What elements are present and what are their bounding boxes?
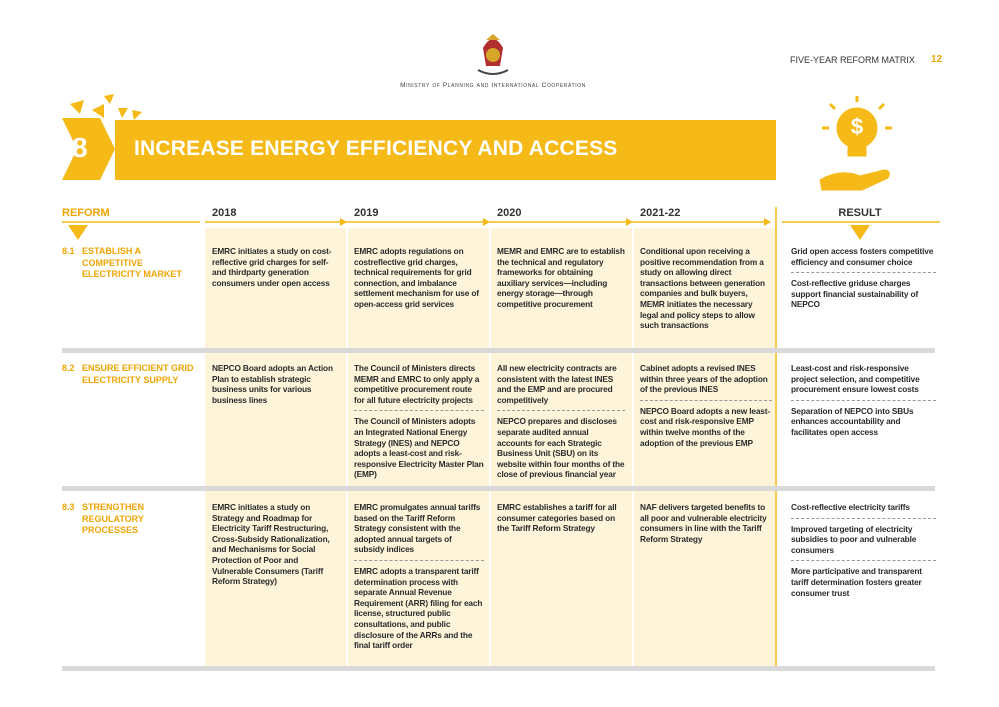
- bulb-icon: $: [819, 96, 892, 191]
- cell-text: The Council of Ministers directs MEMR an…: [354, 363, 480, 405]
- result-text: Least-cost and risk-responsive project s…: [791, 363, 920, 395]
- result-text: Improved targeting of electricity subsid…: [791, 517, 936, 556]
- cell-text: EMRC establishes a tariff for all consum…: [497, 502, 617, 534]
- cell: EMRC establishes a tariff for all consum…: [497, 502, 625, 534]
- page-number: 12: [931, 54, 943, 65]
- year-header: 2018: [212, 207, 237, 219]
- row-label: ENSURE EFFICIENT GRID ELECTRICITY SUPPLY: [82, 363, 194, 385]
- row-id: 8.2: [62, 363, 75, 373]
- cell-text: NEPCO Board adopts a new least-cost and …: [640, 399, 772, 448]
- result-header: RESULT: [838, 207, 882, 219]
- cell: EMRC initiates a study on Strategy and R…: [212, 502, 340, 587]
- cell-text: EMRC initiates a study on Strategy and R…: [212, 502, 330, 587]
- crest: [477, 34, 509, 75]
- result-cell: Grid open access fosters competitive eff…: [791, 246, 936, 310]
- reform-header: REFORM: [62, 207, 110, 219]
- row-label: ESTABLISH A COMPETITIVE ELECTRICITY MARK…: [82, 246, 182, 279]
- result-text: Cost-reflective griduse charges support …: [791, 272, 936, 310]
- result-cell: Cost-reflective electricity tariffs Impro…: [791, 502, 936, 598]
- row-id: 8.3: [62, 502, 75, 512]
- cell: NEPCO Board adopts an Action Plan to est…: [212, 363, 340, 405]
- year-header: 2020: [497, 207, 522, 219]
- matrix-label: FIVE-YEAR REFORM MATRIX: [790, 55, 915, 65]
- cell: EMRC promulgates annual tariffs based on…: [354, 502, 484, 651]
- cell-text: Cabinet adopts a revised INES within thr…: [640, 363, 768, 395]
- cell-text: MEMR and EMRC are to establish the techn…: [497, 246, 625, 309]
- cell-text: Conditional upon receiving a positive re…: [640, 246, 765, 331]
- result-text: Cost-reflective electricity tariffs: [791, 502, 910, 512]
- cell: The Council of Ministers directs MEMR an…: [354, 363, 484, 480]
- result-text: More participative and transparent tarif…: [791, 560, 936, 598]
- cell-text: EMRC adopts a transparent tariff determi…: [354, 559, 484, 651]
- cell: EMRC initiates a study on cost-reflectiv…: [212, 246, 340, 288]
- year-header: 2019: [354, 207, 379, 219]
- result-text: Separation of NEPCO into SBUs enhances a…: [791, 399, 936, 438]
- banner-title: INCREASE ENERGY EFFICIENCY AND ACCESS: [134, 137, 618, 160]
- row-label: STRENGTHEN REGULATORY PROCESSES: [82, 502, 145, 535]
- cell: Cabinet adopts a revised INES within thr…: [640, 363, 772, 448]
- cell-text: EMRC adopts regulations on costreflectiv…: [354, 246, 479, 309]
- result-text: Grid open access fosters competitive eff…: [791, 246, 934, 267]
- cell-text: NAF delivers targeted benefits to all po…: [640, 502, 767, 544]
- cell: All new electricity contracts are consis…: [497, 363, 625, 480]
- cell: EMRC adopts regulations on costreflectiv…: [354, 246, 484, 310]
- svg-text:$: $: [851, 114, 863, 139]
- cell: NAF delivers targeted benefits to all po…: [640, 502, 772, 544]
- cell-text: EMRC initiates a study on cost-reflectiv…: [212, 246, 332, 288]
- cell: MEMR and EMRC are to establish the techn…: [497, 246, 625, 310]
- year-header: 2021-22: [640, 207, 681, 219]
- cell-text: The Council of Ministers adopts an Integ…: [354, 410, 484, 480]
- result-cell: Least-cost and risk-responsive project s…: [791, 363, 936, 438]
- row-id: 8.1: [62, 246, 75, 256]
- cell-text: NEPCO prepares and discloses separate au…: [497, 410, 625, 480]
- cell: Conditional upon receiving a positive re…: [640, 246, 772, 331]
- cell-text: NEPCO Board adopts an Action Plan to est…: [212, 363, 333, 405]
- banner-number: 8: [72, 132, 88, 163]
- cell-text: All new electricity contracts are consis…: [497, 363, 617, 405]
- cell-text: EMRC promulgates annual tariffs based on…: [354, 502, 481, 555]
- ministry-name: Ministry of Planning and International C…: [400, 82, 586, 89]
